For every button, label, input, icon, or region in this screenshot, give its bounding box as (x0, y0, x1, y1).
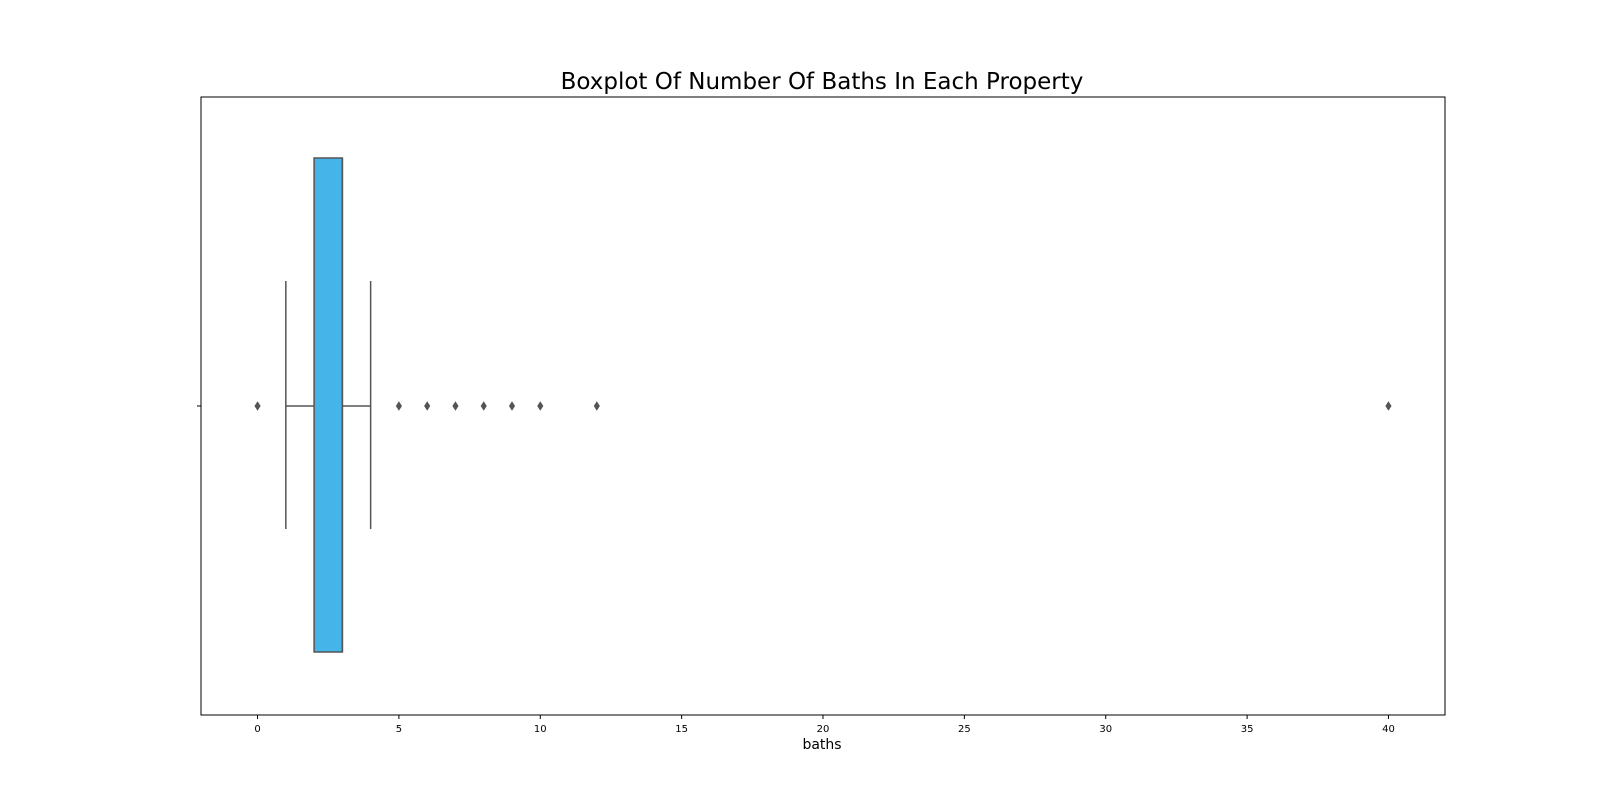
outlier-point (254, 401, 261, 411)
x-tick-label: 15 (675, 724, 688, 735)
x-tick-label: 35 (1241, 724, 1254, 735)
plot-area-frame (200, 96, 1446, 716)
outlier-point (480, 401, 487, 411)
outlier-point (593, 401, 600, 411)
outlier-point (508, 401, 516, 411)
chart-title: Boxplot Of Number Of Baths In Each Prope… (561, 69, 1084, 95)
x-tick-label: 25 (958, 724, 971, 735)
x-tick-label: 30 (1099, 724, 1112, 735)
x-axis: 0 5 10 15 20 25 30 35 40 (197, 405, 1395, 735)
outlier-point (537, 401, 544, 411)
outlier-point (1385, 401, 1392, 411)
outlier-point (395, 401, 402, 411)
x-axis-label: baths (802, 737, 841, 753)
x-tick-label: 40 (1382, 724, 1395, 735)
iqr-box (313, 157, 344, 653)
outlier-point (424, 401, 431, 411)
x-tick-label: 10 (534, 724, 547, 735)
chart-marks (254, 157, 1392, 653)
x-tick-label: 5 (396, 724, 402, 735)
x-tick-label: 20 (817, 724, 830, 735)
outlier-point (452, 401, 459, 411)
x-tick-label: 0 (254, 724, 260, 735)
